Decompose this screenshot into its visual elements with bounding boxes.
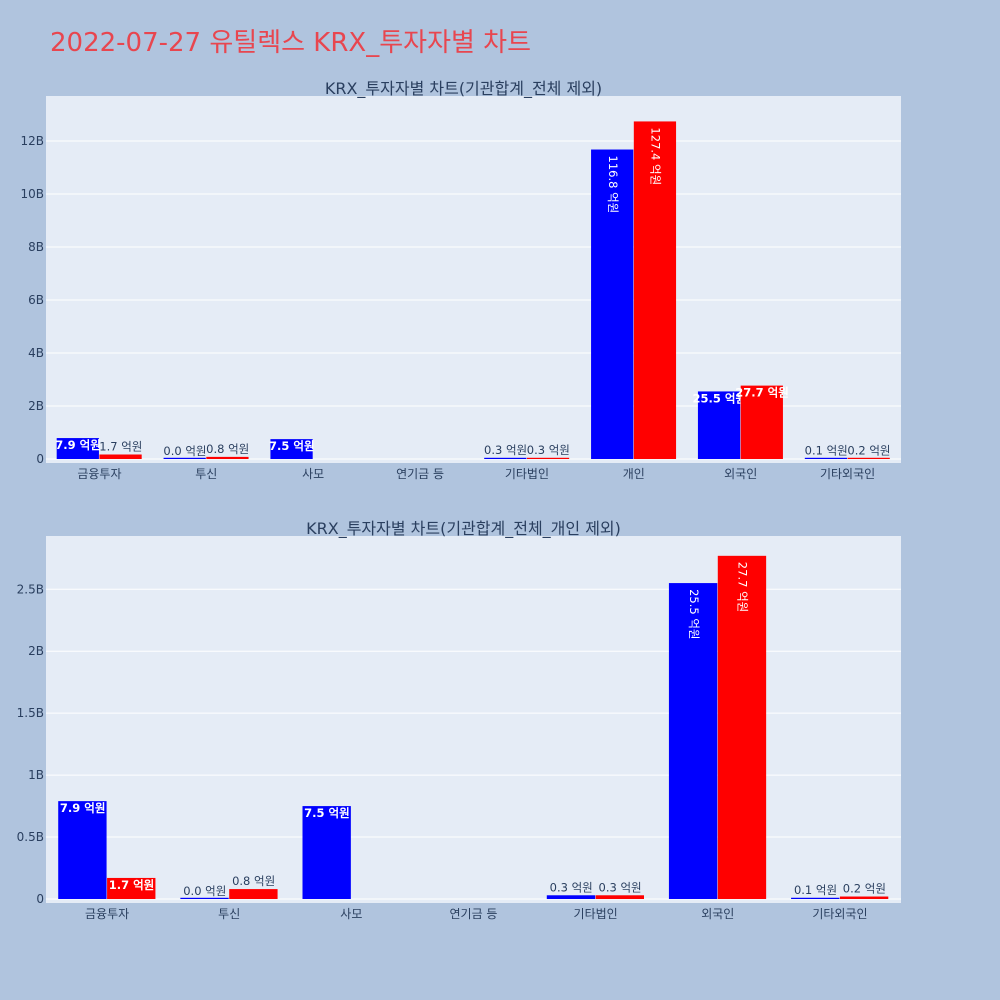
- bar: [591, 149, 634, 459]
- data-label: 25.5 억원: [687, 589, 701, 639]
- y-tick-label: 10B: [20, 187, 44, 201]
- x-tick-label: 외국인: [724, 467, 757, 481]
- y-tick-label: 2B: [28, 644, 44, 658]
- x-tick-label: 연기금 등: [396, 467, 444, 481]
- x-tick-label: 기타법인: [574, 907, 618, 921]
- y-tick-label: 8B: [28, 240, 44, 254]
- data-label: 0.3 억원: [550, 880, 593, 894]
- data-label: 0.1 억원: [794, 883, 837, 897]
- y-tick-label: 6B: [28, 293, 44, 307]
- data-label: 7.9 억원: [55, 438, 101, 452]
- bar: [697, 391, 741, 459]
- y-tick-label: 0.5B: [17, 830, 44, 844]
- data-label: 0.2 억원: [843, 882, 886, 896]
- data-label: 7.5 억원: [269, 439, 315, 453]
- x-tick-label: 투신: [195, 467, 217, 481]
- data-label: 0.2 억원: [847, 443, 890, 457]
- bar: [484, 457, 527, 459]
- x-tick-label: 기타외국인: [820, 467, 875, 481]
- bar: [740, 385, 783, 459]
- data-label: 0.3 억원: [484, 443, 527, 457]
- bar: [107, 877, 156, 899]
- x-tick-label: 기타외국인: [812, 907, 867, 921]
- bar: [791, 897, 840, 899]
- y-tick-label: 2.5B: [17, 582, 44, 596]
- y-tick-label: 0: [36, 892, 44, 906]
- bar: [206, 456, 249, 459]
- data-label: 25.5 억원: [693, 391, 747, 405]
- bar: [595, 895, 644, 899]
- bar: [56, 438, 99, 459]
- x-tick-label: 외국인: [701, 907, 734, 921]
- data-label: 0.0 억원: [163, 444, 206, 458]
- bar: [633, 121, 677, 459]
- x-tick-label: 사모: [302, 467, 324, 481]
- data-label: 1.7 억원: [109, 878, 155, 892]
- bar: [526, 457, 570, 459]
- bar: [229, 889, 278, 899]
- bar: [546, 895, 596, 899]
- data-label: 1.7 억원: [99, 439, 142, 453]
- y-tick-label: 1.5B: [17, 706, 44, 720]
- data-label: 0.8 억원: [232, 874, 275, 888]
- data-label: 7.9 억원: [60, 801, 106, 815]
- bar: [180, 897, 229, 899]
- data-label: 7.5 억원: [304, 806, 350, 820]
- x-tick-label: 금융투자: [85, 907, 129, 921]
- data-label: 0.8 억원: [206, 442, 249, 456]
- y-tick-label: 4B: [28, 346, 44, 360]
- plot-area: [46, 536, 901, 903]
- data-label: 0.1 억원: [805, 444, 848, 458]
- chart-title: KRX_투자자별 차트(기관합계_전체_개인 제외): [306, 519, 621, 539]
- page-title: 2022-07-27 유틸렉스 KRX_투자자별 차트: [50, 28, 532, 58]
- bar: [302, 806, 351, 899]
- bar: [270, 439, 313, 459]
- chart-title: KRX_투자자별 차트(기관합계_전체 제외): [325, 79, 602, 99]
- data-label: 27.7 억원: [735, 386, 789, 400]
- bar: [163, 457, 206, 459]
- x-tick-label: 투신: [218, 907, 240, 921]
- bar: [804, 457, 848, 459]
- x-tick-label: 개인: [623, 467, 645, 481]
- bar: [717, 555, 767, 899]
- y-tick-label: 2B: [28, 399, 44, 413]
- x-tick-label: 금융투자: [77, 467, 121, 481]
- data-label: 116.8 억원: [606, 156, 620, 214]
- x-tick-label: 사모: [340, 907, 362, 921]
- bar: [668, 583, 718, 899]
- data-label: 0.3 억원: [527, 443, 570, 457]
- data-label: 0.0 억원: [183, 884, 226, 898]
- x-tick-label: 연기금 등: [450, 907, 498, 921]
- y-tick-label: 12B: [20, 134, 44, 148]
- data-label: 0.3 억원: [599, 880, 642, 894]
- y-tick-label: 1B: [28, 768, 44, 782]
- bar: [99, 454, 142, 459]
- data-label: 27.7 억원: [736, 562, 750, 612]
- y-tick-label: 0: [36, 452, 44, 466]
- x-tick-label: 기타법인: [505, 467, 549, 481]
- bar: [847, 457, 890, 459]
- bar: [839, 896, 889, 899]
- data-label: 127.4 억원: [649, 127, 663, 185]
- bar: [58, 801, 107, 899]
